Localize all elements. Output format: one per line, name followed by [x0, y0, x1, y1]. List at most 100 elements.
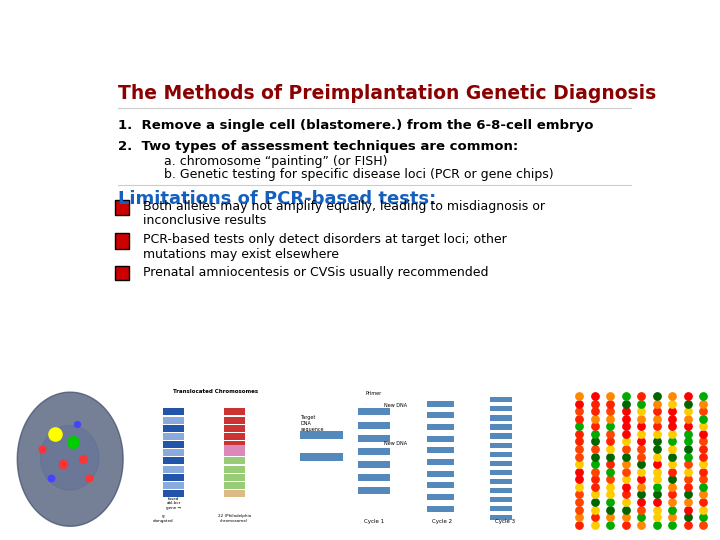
Point: [71, 420, 82, 429]
Point: [698, 445, 709, 454]
Point: [573, 445, 585, 454]
Point: [635, 453, 647, 461]
Point: [604, 399, 616, 408]
Point: [635, 475, 647, 484]
Bar: [300, 431, 343, 439]
Point: [667, 453, 678, 461]
Bar: [359, 408, 390, 415]
Bar: [490, 406, 512, 411]
Point: [667, 414, 678, 423]
Point: [651, 429, 662, 438]
Point: [682, 429, 693, 438]
Point: [620, 521, 631, 529]
Bar: [359, 422, 390, 429]
Bar: [426, 482, 454, 488]
Bar: [359, 448, 390, 455]
Point: [604, 407, 616, 415]
Point: [573, 468, 585, 476]
Point: [682, 475, 693, 484]
Bar: [163, 417, 184, 424]
Point: [698, 490, 709, 499]
Point: [667, 513, 678, 522]
Point: [77, 455, 89, 463]
Point: [573, 437, 585, 445]
Bar: [490, 497, 512, 502]
Point: [589, 453, 600, 461]
Point: [589, 498, 600, 507]
Point: [698, 475, 709, 484]
Point: [651, 498, 662, 507]
Bar: [163, 441, 184, 448]
Point: [698, 414, 709, 423]
Bar: [490, 451, 512, 457]
Bar: [426, 412, 454, 418]
Point: [573, 414, 585, 423]
Text: Target
DNA
sequence: Target DNA sequence: [300, 415, 324, 432]
Bar: [426, 470, 454, 477]
Point: [651, 483, 662, 491]
Bar: [163, 408, 184, 415]
Bar: [359, 461, 390, 468]
Point: [573, 475, 585, 484]
Text: Translocated Chromosomes: Translocated Chromosomes: [174, 389, 258, 394]
Point: [573, 422, 585, 430]
Point: [589, 437, 600, 445]
Point: [667, 521, 678, 529]
Point: [620, 460, 631, 469]
Point: [698, 399, 709, 408]
Point: [667, 490, 678, 499]
Point: [667, 483, 678, 491]
Bar: [426, 505, 454, 512]
Point: [682, 445, 693, 454]
Point: [667, 445, 678, 454]
Point: [604, 475, 616, 484]
Bar: [223, 474, 245, 481]
Point: [651, 505, 662, 514]
Point: [667, 505, 678, 514]
Point: [604, 414, 616, 423]
Point: [589, 483, 600, 491]
Point: [698, 521, 709, 529]
Point: [573, 521, 585, 529]
Point: [667, 392, 678, 400]
Point: [620, 422, 631, 430]
Text: 1.  Remove a single cell (blastomere.) from the 6-8-cell embryo: 1. Remove a single cell (blastomere.) fr…: [118, 119, 593, 132]
Point: [667, 399, 678, 408]
Point: [635, 483, 647, 491]
Point: [698, 483, 709, 491]
Point: [635, 414, 647, 423]
Text: Prenatal amniocentesis or CVSis usually recommended: Prenatal amniocentesis or CVSis usually …: [143, 266, 488, 280]
Point: [682, 498, 693, 507]
Point: [604, 437, 616, 445]
Point: [667, 429, 678, 438]
Point: [651, 407, 662, 415]
Point: [45, 474, 57, 483]
Point: [620, 437, 631, 445]
Bar: [490, 470, 512, 475]
Bar: [223, 441, 245, 448]
Point: [620, 483, 631, 491]
Point: [651, 490, 662, 499]
Point: [682, 399, 693, 408]
Bar: [163, 482, 184, 489]
Point: [604, 445, 616, 454]
Text: Cycle 1: Cycle 1: [364, 519, 384, 524]
Point: [698, 392, 709, 400]
Bar: [490, 442, 512, 448]
Point: [635, 445, 647, 454]
Point: [698, 437, 709, 445]
Text: g
elongated: g elongated: [153, 514, 174, 523]
Point: [635, 437, 647, 445]
Point: [589, 445, 600, 454]
Point: [635, 407, 647, 415]
Bar: [163, 465, 184, 472]
Point: [651, 445, 662, 454]
Bar: [426, 459, 454, 465]
Bar: [359, 474, 390, 481]
Point: [604, 505, 616, 514]
Point: [589, 460, 600, 469]
Point: [620, 498, 631, 507]
Point: [620, 505, 631, 514]
Point: [698, 422, 709, 430]
Point: [589, 468, 600, 476]
